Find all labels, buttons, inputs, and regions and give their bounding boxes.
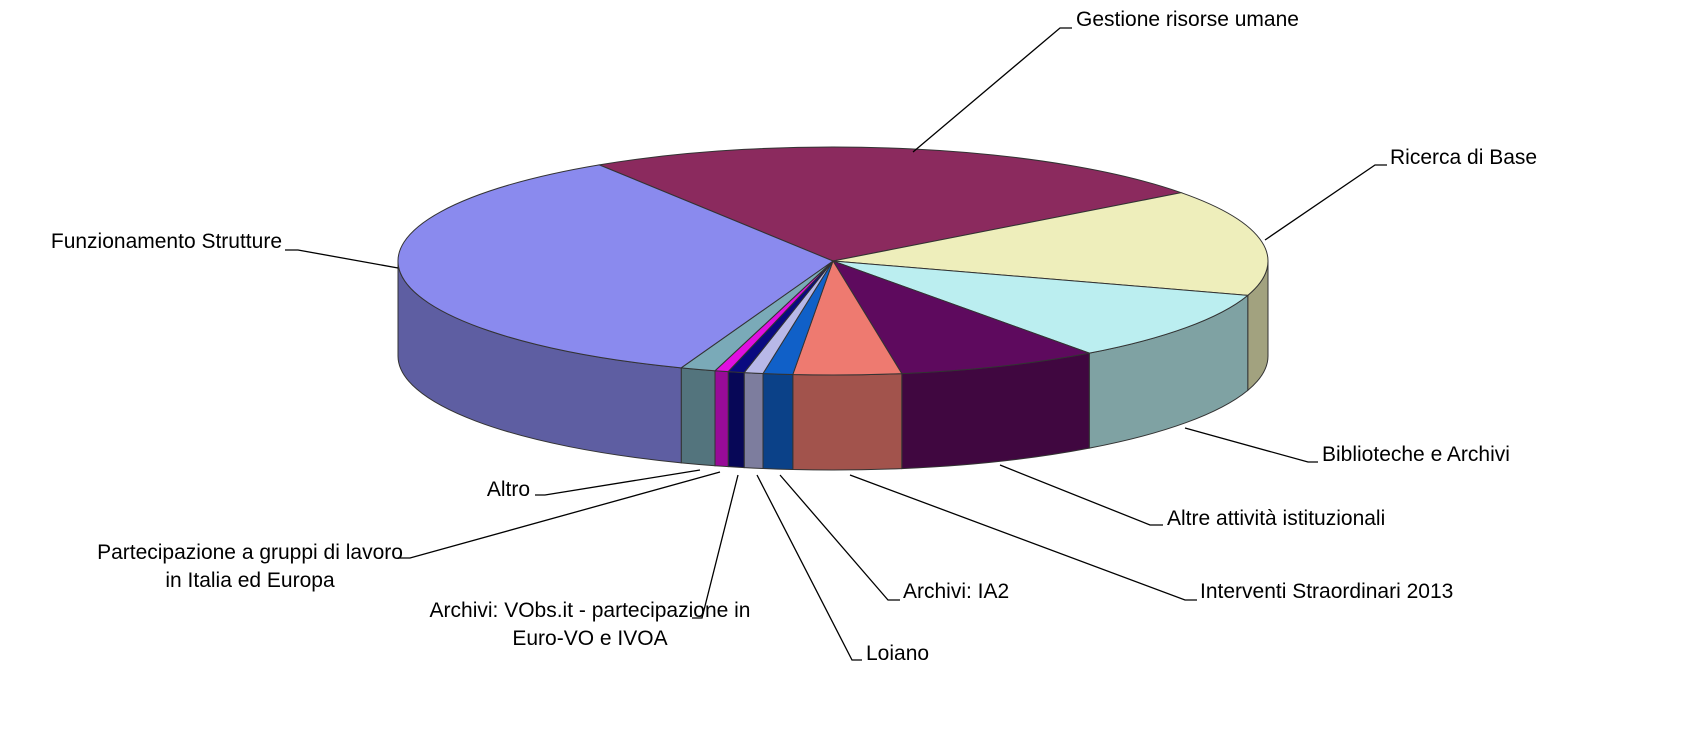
slice-label: Ricerca di Base bbox=[1390, 146, 1538, 169]
leader-line bbox=[779, 474, 900, 601]
leader-line bbox=[756, 474, 862, 661]
pie-slice-side bbox=[680, 367, 716, 467]
pie-slice-side bbox=[762, 372, 794, 471]
pie-slice bbox=[832, 260, 1250, 354]
slice-label: Funzionamento Strutture bbox=[50, 230, 282, 253]
pie-slice-side bbox=[792, 373, 903, 471]
slice-label: Biblioteche e Archivi bbox=[1322, 443, 1510, 466]
pie-slice bbox=[397, 164, 835, 369]
pie-slice bbox=[597, 146, 1184, 262]
leader-line bbox=[912, 27, 1072, 153]
pie-slice-side bbox=[714, 370, 729, 468]
slice-label: Altro bbox=[486, 478, 530, 501]
leader-line bbox=[692, 474, 739, 619]
slice-label: Archivi: IA2 bbox=[903, 580, 1010, 603]
leader-line bbox=[999, 464, 1163, 526]
leader-line bbox=[1184, 427, 1318, 463]
leader-line bbox=[535, 469, 701, 496]
leader-line bbox=[398, 471, 721, 559]
slice-label: Interventi Straordinari 2013 bbox=[1200, 580, 1454, 603]
slice-label: Loiano bbox=[866, 642, 930, 665]
slice-label: Archivi: VObs.it - partecipazione in Eur… bbox=[429, 599, 751, 650]
slice-label: Altre attività istituzionali bbox=[1167, 507, 1386, 530]
pie-slice-side bbox=[727, 371, 745, 469]
slice-label: Partecipazione a gruppi di lavoro in Ita… bbox=[97, 541, 403, 592]
leader-line bbox=[285, 249, 399, 269]
pie-slice bbox=[831, 260, 1092, 375]
pie-slice-side bbox=[743, 372, 764, 470]
leader-line bbox=[849, 474, 1197, 601]
slice-label: Gestione risorse umane bbox=[1076, 8, 1299, 31]
leader-line bbox=[1264, 164, 1387, 241]
